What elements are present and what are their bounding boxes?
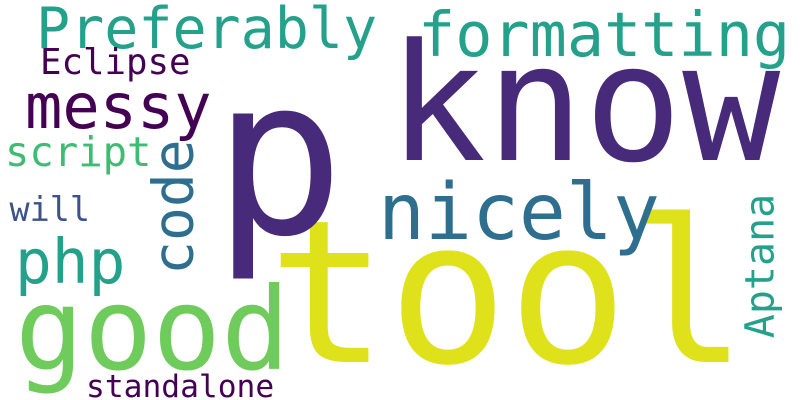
word-standalone: standalone <box>86 369 275 400</box>
word-know: know <box>388 9 781 199</box>
word-p: p <box>213 30 345 285</box>
word-code: code <box>141 138 207 275</box>
word-script: script <box>5 128 152 176</box>
word-tool: tool <box>268 176 748 400</box>
word-formatting: formatting <box>418 0 791 71</box>
word-good: good <box>15 263 290 396</box>
word-messy: messy <box>25 70 212 143</box>
word-will: will <box>9 189 91 229</box>
word-preferably: Preferably <box>36 0 378 62</box>
word-nicely: nicely <box>378 167 660 258</box>
word-eclipse: Eclipse <box>40 42 191 83</box>
word-aptana: Aptana <box>736 193 783 338</box>
word-php: php <box>15 227 126 298</box>
